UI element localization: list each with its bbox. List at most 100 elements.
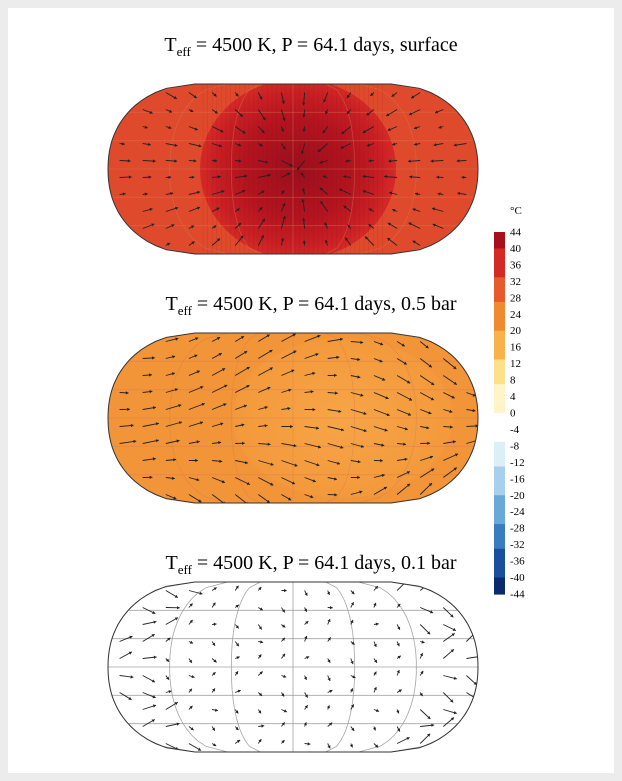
wind-arrow-head [303, 722, 307, 726]
colorbar-tick-label: 32 [510, 276, 521, 288]
wind-arrow-head [428, 364, 432, 368]
wind-arrow-head [125, 391, 129, 395]
wind-arrow-head [382, 377, 386, 381]
wind-arrow-head [189, 619, 193, 624]
wind-arrow-head [431, 468, 435, 472]
wind-arrow-head [189, 603, 193, 607]
colorbar-slice [494, 462, 505, 468]
wind-arrow-head [240, 336, 245, 339]
wind-arrow-head [346, 94, 350, 99]
colorbar-unit: °C [510, 205, 522, 217]
wind-arrow-head [381, 473, 385, 478]
wind-arrow-head [281, 190, 285, 194]
colorbar-slice [494, 536, 505, 542]
wind-arrow-head [269, 367, 273, 371]
wind-arrow-head [450, 699, 454, 703]
wind-arrow-head [449, 425, 453, 429]
colorbar-slice [494, 445, 505, 451]
colorbar-slice [494, 454, 505, 459]
wind-arrow-head [127, 407, 130, 411]
wind-arrow-head [316, 463, 320, 467]
wind-arrow-head [386, 413, 390, 417]
wind-arrow-head [288, 497, 292, 501]
grid-meridian [169, 582, 228, 752]
colorbar-tick-label: 4 [510, 391, 516, 403]
colorbar-slice [494, 425, 505, 431]
wind-arrow-head [291, 369, 295, 373]
wind-arrow-head [304, 608, 307, 612]
wind-arrow-head [310, 495, 314, 499]
wind-arrow-head [387, 127, 391, 131]
wind-arrow-head [152, 406, 156, 410]
colorbar-slice [494, 380, 505, 385]
wind-arrow-head [242, 130, 246, 134]
colorbar-slice [494, 540, 505, 546]
colorbar-slice [494, 330, 505, 336]
colorbar-slice [494, 351, 505, 357]
wind-arrow-head [334, 373, 337, 377]
figure-frame: Teff = 4500 K, P = 64.1 days, surface Te… [8, 8, 614, 773]
wind-arrow-head [213, 622, 217, 626]
wind-arrow-head [223, 403, 227, 407]
wind-arrow-head [368, 159, 372, 163]
colorbar: °C 444036322824201612840-4-8-12-16-20-24… [494, 205, 525, 601]
wind-arrow-head [151, 356, 155, 360]
wind-arrow-head [312, 371, 316, 376]
wind-arrow-head [267, 386, 271, 390]
wind-arrow-head [453, 366, 457, 369]
colorbar-tick-label: 40 [510, 243, 522, 255]
wind-arrow-head [380, 342, 384, 346]
wind-arrow-head [149, 207, 153, 212]
wind-arrow-head [397, 626, 401, 630]
wind-arrow-head [190, 727, 194, 731]
wind-arrow-head [398, 689, 402, 693]
wind-arrow-head [288, 388, 292, 392]
wind-arrow-head [259, 96, 263, 100]
wind-arrow-head [396, 670, 400, 674]
map-0-5-bar [108, 333, 478, 503]
wind-arrow-head [406, 471, 410, 475]
wind-arrow-head [386, 113, 390, 116]
colorbar-slice [494, 240, 505, 245]
wind-arrow-head [178, 404, 182, 408]
wind-arrow-head [155, 439, 159, 443]
wind-arrow-head [197, 190, 200, 195]
wind-arrow-head [327, 659, 331, 663]
colorbar-slice [494, 252, 505, 258]
colorbar-slice [494, 417, 505, 422]
wind-arrow [396, 483, 411, 495]
wind-arrow-head [324, 222, 328, 226]
wind-arrow-head [325, 110, 329, 115]
colorbar-slice [494, 289, 505, 295]
colorbar-slice [494, 392, 505, 398]
colorbar-slice [494, 450, 505, 455]
wind-arrow-head [352, 675, 356, 679]
wind-arrow-head [174, 143, 178, 147]
wind-arrow-head [351, 591, 355, 595]
colorbar-tick-label: -8 [510, 440, 520, 452]
wind-arrow-head [199, 421, 203, 425]
wind-arrow-head [363, 428, 367, 433]
colorbar-slice [494, 322, 505, 328]
wind-arrow-head [397, 603, 401, 607]
wind-arrow-head [302, 188, 306, 192]
colorbar-tick-label: 24 [510, 309, 522, 321]
wind-arrow [443, 358, 457, 370]
wind-arrow-head [270, 482, 274, 486]
wind-arrow-head [220, 422, 224, 426]
wind-arrow-head [212, 688, 215, 692]
wind-arrow-head [258, 654, 262, 658]
wind-arrow-head [287, 406, 291, 411]
wind-arrow-head [427, 716, 431, 719]
wind-arrow-head [269, 350, 273, 353]
wind-arrow [119, 440, 137, 444]
wind-arrow-head [384, 428, 388, 432]
wind-arrow-head [409, 112, 413, 116]
colorbar-slice [494, 487, 505, 492]
wind-arrow-head [282, 117, 286, 121]
wind-arrow-head [235, 671, 238, 675]
wind-arrow-head [338, 409, 342, 413]
wind-arrow-head [415, 192, 419, 196]
wind-arrow-head [281, 693, 285, 697]
colorbar-slice [494, 519, 505, 525]
